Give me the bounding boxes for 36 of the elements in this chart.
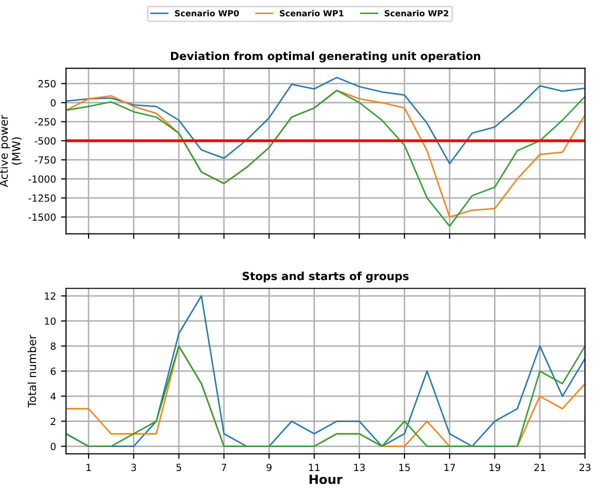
x-tick-label: 15 <box>399 464 410 472</box>
y-tick-label: -500 <box>34 137 56 145</box>
x-tick-label: 21 <box>534 464 546 471</box>
y-axis-title: Total number <box>28 334 36 408</box>
x-axis-title: Hour <box>310 474 343 484</box>
x-tick-label: 9 <box>266 464 272 472</box>
x-tick-label: 23 <box>580 464 590 472</box>
y-tick-label: -1000 <box>28 175 56 183</box>
y-tick-label: 10 <box>44 317 56 325</box>
x-tick-label: 5 <box>176 464 182 472</box>
x-tick-label: 19 <box>490 464 500 472</box>
legend-label: Scenario WP0 <box>175 10 239 16</box>
x-tick-label: 3 <box>131 464 136 472</box>
y-tick-label: 8 <box>50 342 56 350</box>
line-series <box>66 345 585 448</box>
legend-label: Scenario WP2 <box>384 10 448 16</box>
y-tick-label: 250 <box>38 80 56 88</box>
y-tick-label: -250 <box>34 118 56 126</box>
y-tick-label: 2 <box>50 418 56 425</box>
x-tick-label: 13 <box>354 464 365 472</box>
legend-label: Scenario WP1 <box>280 10 344 16</box>
y-tick-label: 12 <box>44 292 56 300</box>
x-tick-label: 7 <box>222 464 226 471</box>
y-tick-label: 4 <box>50 392 56 400</box>
chart-title: Stops and starts of groups <box>242 272 409 282</box>
y-tick-label: 0 <box>50 442 56 450</box>
x-tick-label: 11 <box>309 464 320 471</box>
line-series <box>66 76 585 164</box>
x-tick-label: 17 <box>444 464 455 471</box>
y-tick-label: -750 <box>34 156 56 164</box>
y-tick-label: 6 <box>50 368 56 375</box>
x-tick-label: 1 <box>86 464 91 471</box>
y-tick-label: -1500 <box>28 213 56 221</box>
y-tick-label: 0 <box>50 99 56 106</box>
chart-title: Deviation from optimal generating unit operation <box>171 52 480 62</box>
y-tick-label: -1250 <box>28 194 56 202</box>
